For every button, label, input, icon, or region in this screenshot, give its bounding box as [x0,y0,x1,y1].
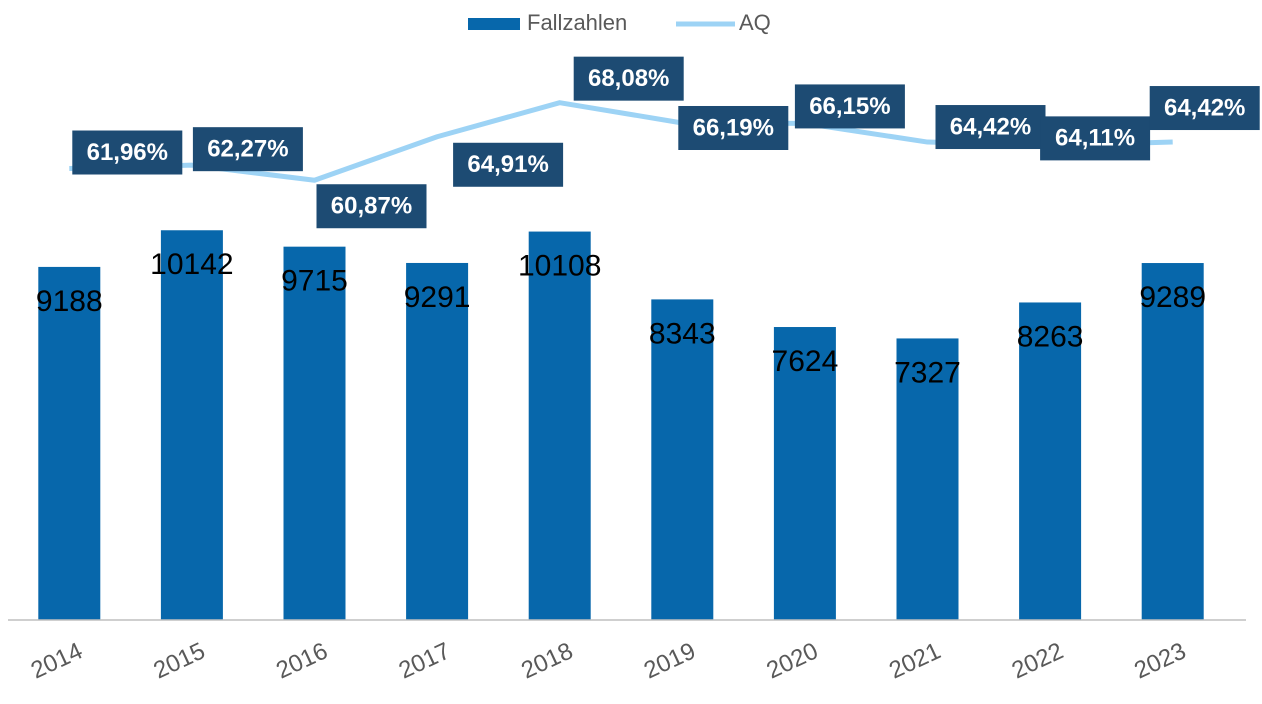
data-label-box [935,105,1046,150]
data-label-text: 64,42% [950,113,1031,140]
legend-swatch [468,18,520,30]
data-label-box [794,84,905,129]
x-tick-label: 2014 [27,637,87,684]
x-tick-label: 2015 [150,637,210,684]
data-label-text: 62,27% [207,136,288,163]
data-label-box [192,127,303,172]
bar [1019,302,1082,620]
bar [406,262,469,620]
legend-label: AQ [739,10,771,35]
data-label: 68,08% [573,56,684,101]
bar-label: 7624 [772,345,839,378]
bar-label: 9291 [404,281,471,314]
data-label: 64,91% [453,142,564,187]
x-tick-label: 2019 [640,637,700,684]
data-label: 64,11% [1040,116,1151,161]
bar [1141,263,1204,620]
bar [528,231,591,620]
data-label: 66,19% [678,105,789,150]
x-tick-label: 2018 [517,637,577,684]
data-label-text: 60,87% [331,193,412,220]
x-tick-label: 2022 [1008,637,1068,684]
bar [773,327,836,620]
data-label-box [453,142,564,187]
data-label: 64,42% [935,105,1046,150]
data-label: 62,27% [192,127,303,172]
data-label-box [72,130,183,175]
x-tick-label: 2017 [395,637,455,684]
data-label: 61,96% [72,130,183,175]
data-label: 60,87% [316,184,427,229]
legend-label: Fallzahlen [527,10,627,35]
data-label-box [1040,116,1151,161]
data-label-text: 64,11% [1055,125,1135,152]
bar [896,338,959,620]
data-label: 64,42% [1149,86,1260,131]
x-tick-label: 2023 [1130,637,1190,684]
data-label-text: 66,19% [693,114,774,141]
x-tick-label: 2021 [885,637,945,684]
bar-label: 7327 [894,356,961,389]
data-label-box [573,56,684,101]
bar-label: 8263 [1017,320,1084,353]
bar-label: 9289 [1139,281,1206,314]
data-label: 66,15% [794,84,905,129]
bar [160,230,223,620]
data-label-box [1149,86,1260,131]
bar-label: 9715 [281,265,348,298]
bar [283,246,346,620]
x-tick-label: 2016 [272,637,332,684]
data-label-text: 64,91% [467,151,548,178]
bar-label: 9188 [36,285,103,318]
data-label-box [316,184,427,229]
data-label-text: 64,42% [1164,94,1245,121]
bar-label: 8343 [649,317,716,350]
bar [651,299,714,620]
bar-label: 10108 [518,249,601,282]
data-label-box [678,105,789,150]
bar-label: 10142 [150,248,233,281]
data-label-text: 61,96% [87,139,168,166]
bar [38,266,101,620]
data-label-text: 66,15% [809,93,890,120]
x-tick-label: 2020 [763,637,823,684]
data-label-text: 68,08% [588,65,669,92]
